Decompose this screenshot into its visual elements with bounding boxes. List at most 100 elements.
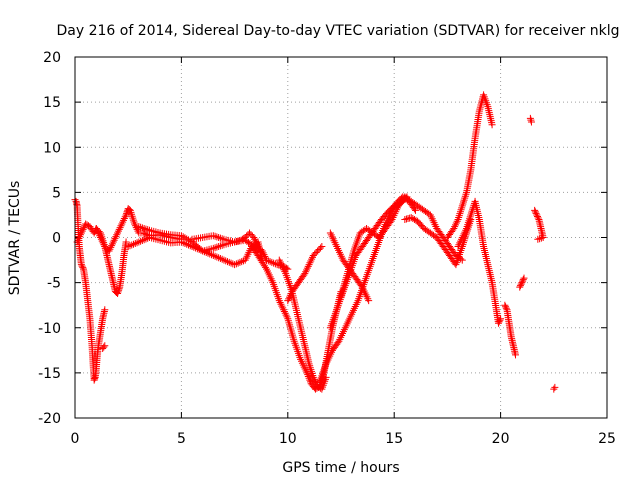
data-point bbox=[206, 250, 214, 258]
data-point bbox=[134, 227, 142, 235]
data-point bbox=[112, 233, 120, 241]
data-point bbox=[200, 248, 208, 256]
data-point bbox=[77, 261, 85, 269]
data-point bbox=[488, 121, 496, 129]
data-point bbox=[250, 234, 258, 241]
data-point bbox=[502, 304, 510, 312]
data-point bbox=[225, 258, 233, 266]
data-point bbox=[495, 318, 503, 326]
data-point bbox=[79, 225, 87, 233]
data-point bbox=[78, 262, 86, 270]
data-point bbox=[247, 230, 255, 238]
data-point bbox=[251, 237, 259, 245]
data-point bbox=[135, 238, 143, 246]
data-point bbox=[209, 232, 217, 240]
data-point bbox=[309, 252, 317, 260]
data-point bbox=[261, 263, 269, 271]
data-point bbox=[531, 208, 539, 216]
series-sat-J bbox=[316, 193, 419, 386]
data-point bbox=[275, 297, 283, 305]
chart-title: Day 216 of 2014, Sidereal Day-to-day VTE… bbox=[57, 23, 620, 39]
data-point bbox=[527, 116, 535, 124]
data-point bbox=[305, 261, 313, 269]
data-point bbox=[286, 291, 294, 299]
data-point bbox=[309, 373, 317, 381]
series-sat-E bbox=[135, 223, 266, 269]
data-point bbox=[310, 375, 318, 383]
data-point bbox=[115, 225, 123, 233]
data-point bbox=[270, 259, 278, 267]
x-tick-label: 5 bbox=[177, 431, 186, 447]
data-point bbox=[516, 283, 524, 291]
series-sat-A bbox=[71, 196, 109, 384]
data-point bbox=[456, 208, 464, 216]
data-point bbox=[213, 233, 221, 241]
series-sat-P bbox=[454, 197, 505, 327]
data-point bbox=[532, 209, 540, 217]
series-sat-N bbox=[326, 229, 373, 305]
data-point bbox=[455, 241, 463, 249]
x-tick-label: 10 bbox=[279, 431, 297, 447]
data-point bbox=[113, 231, 121, 239]
data-point bbox=[534, 235, 542, 243]
data-point bbox=[115, 285, 123, 293]
data-point bbox=[224, 258, 232, 266]
data-point bbox=[467, 211, 475, 219]
data-point bbox=[254, 243, 262, 251]
data-point bbox=[92, 224, 100, 232]
data-point bbox=[551, 383, 559, 391]
data-point bbox=[83, 221, 91, 229]
data-point bbox=[209, 252, 217, 260]
data-point bbox=[140, 236, 148, 244]
data-point bbox=[459, 200, 467, 208]
data-point bbox=[215, 234, 223, 241]
data-point bbox=[458, 256, 466, 264]
data-point bbox=[218, 241, 226, 249]
series-sat-S bbox=[526, 114, 535, 126]
data-point bbox=[126, 242, 134, 250]
data-point bbox=[456, 210, 464, 218]
data-point bbox=[110, 236, 118, 244]
data-point bbox=[131, 240, 139, 248]
data-point bbox=[216, 255, 224, 263]
grid bbox=[75, 57, 607, 418]
series-sat-Q bbox=[501, 301, 519, 359]
data-point bbox=[303, 266, 311, 274]
data-point bbox=[467, 209, 475, 217]
data-point bbox=[123, 209, 131, 217]
data-point bbox=[111, 234, 119, 242]
data-point bbox=[519, 276, 527, 284]
data-point bbox=[204, 249, 212, 257]
data-point bbox=[91, 375, 99, 383]
data-point bbox=[131, 222, 139, 230]
data-point bbox=[141, 230, 149, 238]
data-point bbox=[208, 251, 216, 259]
data-point bbox=[550, 385, 558, 393]
data-point bbox=[101, 342, 109, 350]
data-point bbox=[306, 378, 314, 386]
data-point bbox=[536, 235, 544, 243]
data-point bbox=[305, 374, 313, 382]
data-point bbox=[278, 302, 286, 310]
data-point bbox=[520, 274, 528, 282]
data-point bbox=[237, 236, 245, 244]
data-point bbox=[177, 232, 185, 240]
data-point bbox=[457, 237, 465, 245]
data-point bbox=[115, 286, 123, 294]
data-point bbox=[218, 255, 226, 263]
data-point bbox=[101, 306, 109, 314]
series-sat-V bbox=[99, 342, 109, 353]
series-sat-B bbox=[73, 205, 185, 255]
data-point bbox=[222, 257, 230, 265]
data-point bbox=[118, 220, 126, 228]
data-point bbox=[537, 234, 545, 242]
data-point bbox=[211, 244, 219, 252]
data-point bbox=[527, 118, 535, 126]
data-point bbox=[78, 227, 86, 235]
data-point bbox=[407, 214, 415, 222]
data-point bbox=[125, 206, 133, 214]
data-point bbox=[140, 224, 148, 232]
data-point bbox=[284, 297, 292, 305]
data-point bbox=[234, 259, 242, 267]
data-point bbox=[142, 235, 150, 243]
